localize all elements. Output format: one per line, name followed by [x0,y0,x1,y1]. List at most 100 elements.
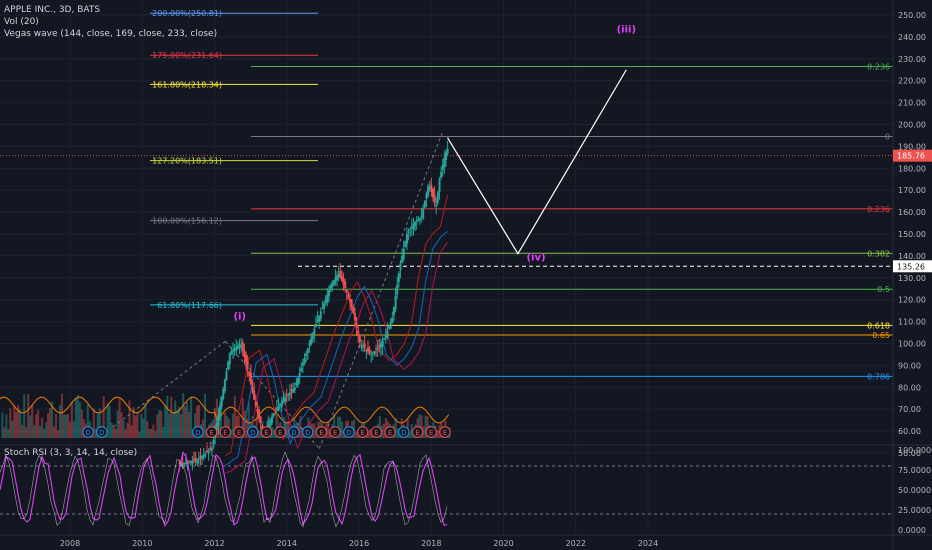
volume-bar [229,429,232,438]
candle-body [188,461,191,463]
candle-body [371,352,374,354]
volume-bar [378,415,381,438]
volume-bar [394,417,397,438]
volume-bar [3,427,6,438]
y-tick-label: 180.00 [898,164,926,173]
volume-bar [80,409,83,438]
volume-bar [287,421,290,438]
candle-body [284,397,287,402]
candle-body [318,315,321,322]
volume-bar [366,430,369,438]
rsi-tick-label: 75.0000 [898,466,931,475]
rsi-tick-label: 50.0000 [898,486,931,495]
volume-bar [29,415,32,438]
candle-body [238,344,241,349]
candle-body [332,280,335,286]
fib-retracement-label: 0.5 [877,285,890,294]
vegas-indicator-label[interactable]: Vegas wave (144, close, 169, close, 233,… [4,29,218,39]
marker-letter: D [346,429,351,437]
volume-bar [140,413,143,438]
candle-body [402,248,405,260]
fib-retracement-label: 0.236 [867,62,890,71]
rsi-legend[interactable]: Stoch RSI (3, 3, 14, 14, close) [4,448,138,458]
volume-bar [55,413,58,438]
candle-body [357,330,360,336]
marker-letter: E [415,429,419,437]
candle-body [215,422,218,430]
volume-bar [13,405,16,438]
volume-bar [273,429,276,438]
candle-body [241,342,244,351]
candle-body [433,194,436,204]
candle-body [327,290,330,297]
candle-body [409,229,412,231]
candle-body [180,463,183,467]
marker-letter: E [429,429,433,437]
y-tick-label: 220.00 [898,77,926,86]
candle-body [375,348,378,350]
candle-body [376,348,379,350]
candle-body [418,217,421,220]
volume-bar [138,431,141,438]
candle-body [436,192,439,204]
dashed-price-value: 135.26 [897,262,925,271]
volume-bar [420,415,423,438]
candle-body [407,231,410,233]
x-tick-label: 2020 [493,539,513,548]
y-tick-label: 210.00 [898,99,926,108]
candle-body [368,349,371,354]
fib-extension-label: 161.80%(218.34) [152,80,222,89]
volume-bar [76,394,79,438]
candle-body [183,462,186,467]
candle-body [334,277,337,282]
candle-body [246,361,249,369]
vol-indicator-label[interactable]: Vol (20) [4,17,39,27]
volume-bar [257,430,260,438]
earnings-marker [233,426,245,438]
candle-body [352,307,355,314]
fib-retracement-label: 0 [885,133,890,142]
volume-bar [182,393,185,438]
volume-bar [368,429,371,438]
volume-ma-line [0,396,449,424]
wave-label: (i) [233,311,246,322]
rsi-tick-label: 25.0000 [898,506,931,515]
y-tick-label: 50.00 [898,449,921,458]
candle-body [269,420,272,426]
volume-bar [35,414,38,438]
candle-body [378,345,381,347]
earnings-marker [384,426,396,438]
candle-body [288,392,291,396]
marker-letter: D [250,429,255,437]
candle-body [431,188,434,198]
volume-bar [194,413,197,438]
volume-bar [255,417,258,438]
y-tick-label: 200.00 [898,121,926,130]
x-tick-label: 2008 [60,539,80,548]
volume-bar [9,408,12,438]
y-tick-label: 80.00 [898,383,921,392]
volume-bar [172,412,175,438]
dividend-marker [192,426,204,438]
earnings-marker [274,426,286,438]
projection-path [446,69,627,255]
dividend-marker [96,426,108,438]
dividend-marker [288,426,300,438]
candle-body [412,224,415,230]
volume-bar [116,410,119,438]
volume-bar [154,430,157,438]
y-tick-label: 120.00 [898,296,926,305]
volume-bar [152,424,155,438]
vegas-wave-lines [225,194,448,474]
candle-body [272,413,275,417]
volume-bar [382,423,385,438]
candle-body [217,414,220,426]
candle-body [384,335,387,339]
volume-bar [21,424,24,438]
volume-bar [156,414,159,438]
candle-body [355,322,358,328]
volume-bar [275,414,278,438]
symbol-title[interactable]: APPLE INC., 3D, BATS [4,5,101,15]
